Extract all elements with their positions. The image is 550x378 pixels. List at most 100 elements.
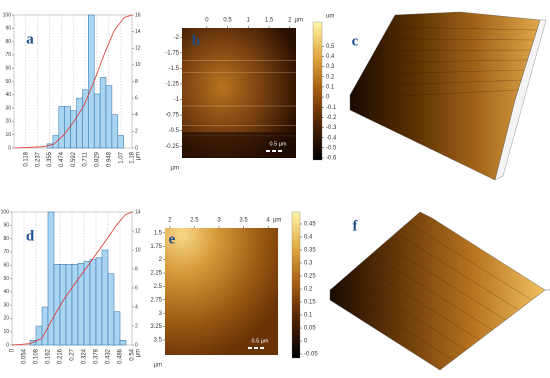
colorbar-tick-label: 0.4 — [304, 235, 313, 241]
x-tick-label: 0.118 — [23, 151, 29, 166]
y-tick-label: -0.5 — [169, 128, 180, 134]
x-tick-label: 0.432 — [106, 348, 112, 364]
colorbar-tick-label: 0.3 — [304, 261, 313, 267]
colorbar-tick-label: 0.1 — [304, 313, 313, 319]
y2-tick-label: 10 — [135, 62, 141, 68]
colorbar-tick-label: -0.1 — [326, 105, 337, 111]
bar — [117, 135, 124, 149]
x-tick-label: 1 — [247, 18, 251, 24]
surface-ridge — [397, 233, 519, 311]
surface-ridge — [374, 255, 493, 331]
surface-ridge — [341, 288, 454, 361]
y-tick-label: -0.75 — [165, 113, 179, 119]
x-unit: µm — [273, 218, 281, 224]
bar — [99, 77, 107, 149]
y-tick-label: 80 — [3, 236, 9, 242]
bar — [83, 261, 91, 346]
x-tick-label: 0.378 — [94, 348, 100, 364]
x-tick-label: 0 — [205, 18, 209, 24]
colorbar-tick-label: -0.2 — [326, 115, 337, 121]
y-unit: µm — [154, 363, 162, 369]
scale-bar-segment — [272, 150, 276, 152]
surface-ridge — [361, 79, 522, 87]
colorbar-tick-label: 0.1 — [326, 85, 335, 91]
bar — [53, 264, 61, 346]
y2-tick-label: 8 — [135, 266, 138, 272]
surface-ridge — [372, 59, 528, 63]
scale-bar-label: 0.5 µm — [252, 338, 269, 344]
y-tick-label: 60 — [5, 66, 11, 72]
y-tick-label: 50 — [5, 79, 11, 85]
x-tick-label: 2.5 — [190, 218, 199, 224]
y-tick-label: 40 — [3, 289, 9, 295]
y-tick-label: -1.75 — [165, 50, 179, 56]
x-axis-label: µm — [136, 152, 142, 160]
surface-ridge — [366, 69, 525, 75]
y2-tick-label: 4 — [135, 112, 138, 118]
x-tick-label: 0.27 — [70, 348, 76, 360]
y2-tick-label: 2 — [135, 129, 138, 135]
colorbar-tick-label: 0.5 — [326, 44, 335, 50]
x-tick-label: 0.54 — [130, 348, 136, 360]
colorbar-tick-label: -0.6 — [326, 156, 337, 162]
panel-label: e — [169, 231, 176, 247]
x-tick-label: 1.07 — [119, 151, 125, 163]
colorbar — [312, 21, 323, 161]
surface — [329, 211, 546, 371]
x-tick-label: 0.474 — [59, 151, 65, 167]
bar — [35, 325, 43, 346]
y-tick-label: 10 — [3, 329, 9, 335]
scale-bar-label: 0.5 µm — [270, 141, 287, 147]
y2-tick-label: 14 — [135, 29, 141, 35]
y-tick-label: 80 — [5, 39, 11, 45]
surface-ridge — [378, 49, 531, 51]
colorbar — [291, 211, 301, 359]
bar — [95, 257, 103, 346]
scale-bar: 0.5 µm — [266, 141, 287, 152]
x-tick-label: 3 — [217, 218, 221, 224]
surface-ridge — [363, 266, 480, 341]
x-tick-label: 2 — [168, 218, 172, 224]
panel-label: c — [352, 33, 359, 49]
y2-tick-label: 2 — [135, 323, 138, 329]
colorbar-tick-label: 0.45 — [304, 222, 316, 228]
y2-tick-label: 8 — [135, 79, 138, 85]
y-tick-label: -1.5 — [169, 66, 180, 72]
y-tick-label: 30 — [5, 105, 11, 111]
colorbar-tick-label: 0.2 — [304, 287, 313, 293]
x-tick-label: 4 — [267, 218, 271, 224]
y-tick-label: 3 — [159, 311, 163, 317]
x-tick-label: 0.237 — [35, 151, 41, 167]
y2-tick-label: 10 — [135, 247, 141, 253]
y-tick-label: 3.5 — [154, 338, 163, 344]
cumulative-line — [13, 14, 133, 149]
y2-tick-label: 0 — [135, 145, 138, 151]
y-tick-label: -1 — [174, 97, 180, 103]
y-tick-label: -0.25 — [165, 144, 179, 150]
y-tick-label: 70 — [5, 52, 11, 58]
panel-label: d — [26, 228, 35, 244]
bar — [65, 264, 73, 346]
surface-ridge — [352, 277, 467, 351]
surface-ridge — [355, 89, 519, 99]
colorbar-tick-label: 0 — [326, 95, 330, 101]
colorbar-tick-label: 0.3 — [326, 64, 335, 70]
x-tick-label: 1.5 — [265, 18, 274, 24]
y-tick-label: 0 — [8, 145, 11, 151]
colorbar-tick-label: 0.15 — [304, 300, 316, 306]
x-tick-label: 1.18 — [130, 151, 136, 163]
surface-ridge — [408, 222, 532, 301]
surface-ridge — [383, 38, 534, 41]
y2-tick-label: 6 — [135, 95, 138, 101]
bar — [105, 85, 113, 149]
scale-bar: 0.5 µm — [248, 338, 269, 349]
x-tick-label: 0.324 — [82, 348, 88, 364]
cumulative-line — [11, 211, 133, 346]
bar — [107, 273, 115, 346]
x-tick-label: 0.592 — [71, 151, 77, 167]
y-tick-label: 10 — [5, 132, 11, 138]
y-tick-label: 20 — [3, 316, 9, 322]
bar — [113, 311, 121, 346]
colorbar-tick-label: 0.4 — [326, 54, 335, 60]
